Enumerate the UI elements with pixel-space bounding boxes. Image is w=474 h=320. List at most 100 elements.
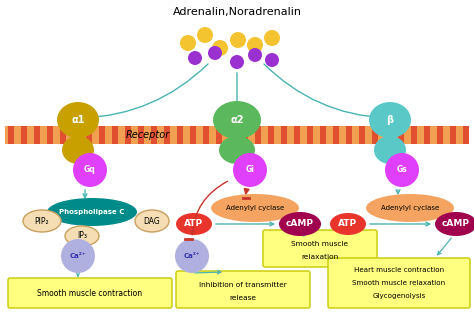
Ellipse shape (176, 213, 212, 235)
Bar (333, 126, 339, 144)
Bar (359, 126, 365, 144)
Bar (34, 126, 40, 144)
Circle shape (61, 239, 95, 273)
Bar (216, 126, 222, 144)
Bar (8, 126, 14, 144)
Circle shape (212, 40, 228, 56)
Circle shape (385, 153, 419, 187)
Circle shape (230, 55, 244, 69)
Ellipse shape (374, 136, 406, 164)
Text: release: release (229, 295, 256, 301)
Bar (398, 126, 404, 144)
Text: ATP: ATP (184, 220, 203, 228)
Text: Smooth muscle: Smooth muscle (292, 241, 348, 247)
Bar (164, 126, 170, 144)
Text: β: β (386, 115, 393, 125)
Bar (125, 126, 131, 144)
Ellipse shape (366, 194, 454, 222)
Text: ATP: ATP (338, 220, 357, 228)
Text: IP₃: IP₃ (77, 231, 87, 241)
Bar (203, 126, 209, 144)
Text: Adenylyl cyclase: Adenylyl cyclase (381, 205, 439, 211)
Text: α1: α1 (71, 115, 85, 125)
Text: Ca²⁺: Ca²⁺ (70, 253, 86, 259)
Bar (112, 126, 118, 144)
Text: Adenylyl cyclase: Adenylyl cyclase (226, 205, 284, 211)
Bar (424, 126, 430, 144)
Bar (242, 126, 248, 144)
Text: Gi: Gi (246, 165, 255, 174)
Text: α2: α2 (230, 115, 244, 125)
Text: Gs: Gs (397, 165, 407, 174)
FancyBboxPatch shape (263, 230, 377, 267)
Bar (281, 126, 287, 144)
Bar (346, 126, 352, 144)
Bar (73, 126, 79, 144)
FancyBboxPatch shape (8, 278, 172, 308)
Bar (255, 126, 261, 144)
Circle shape (230, 32, 246, 48)
Text: PIP₂: PIP₂ (35, 217, 49, 226)
Text: cAMP: cAMP (442, 220, 470, 228)
Ellipse shape (135, 210, 169, 232)
Text: Ca²⁺: Ca²⁺ (184, 253, 201, 259)
Bar (411, 126, 417, 144)
Bar (177, 126, 183, 144)
Text: Glycogenolysis: Glycogenolysis (373, 293, 426, 299)
Bar (190, 126, 196, 144)
Bar (99, 126, 105, 144)
Bar (138, 126, 144, 144)
Ellipse shape (279, 212, 321, 236)
Ellipse shape (213, 101, 261, 139)
Ellipse shape (65, 226, 99, 246)
Circle shape (264, 30, 280, 46)
Text: cAMP: cAMP (286, 220, 314, 228)
Circle shape (233, 153, 267, 187)
Text: Smooth muscle relaxation: Smooth muscle relaxation (353, 280, 446, 286)
Circle shape (197, 27, 213, 43)
Ellipse shape (219, 136, 255, 164)
Bar (437, 126, 443, 144)
Text: Gq: Gq (84, 165, 96, 174)
Circle shape (188, 51, 202, 65)
Text: Phospholipase C: Phospholipase C (59, 209, 125, 215)
Bar (463, 126, 469, 144)
Bar (151, 126, 157, 144)
Bar (372, 126, 378, 144)
Bar (21, 126, 27, 144)
Circle shape (247, 37, 263, 53)
Bar (268, 126, 274, 144)
Bar (385, 126, 391, 144)
Text: Heart muscle contraction: Heart muscle contraction (354, 267, 444, 273)
Bar (320, 126, 326, 144)
Circle shape (73, 153, 107, 187)
Circle shape (265, 53, 279, 67)
Ellipse shape (211, 194, 299, 222)
Bar (60, 126, 66, 144)
Bar (86, 126, 92, 144)
Ellipse shape (57, 102, 99, 138)
Circle shape (248, 48, 262, 62)
Ellipse shape (62, 136, 94, 164)
Text: Inhibition of transmitter: Inhibition of transmitter (199, 282, 287, 288)
Text: Receptor: Receptor (126, 130, 170, 140)
Circle shape (180, 35, 196, 51)
Ellipse shape (435, 212, 474, 236)
Ellipse shape (369, 102, 411, 138)
Ellipse shape (23, 210, 61, 232)
Circle shape (175, 239, 209, 273)
Text: relaxation: relaxation (301, 254, 338, 260)
FancyBboxPatch shape (176, 271, 310, 308)
Bar (307, 126, 313, 144)
Text: DAG: DAG (144, 217, 160, 226)
Bar (229, 126, 235, 144)
Ellipse shape (330, 213, 366, 235)
Ellipse shape (47, 198, 137, 226)
Text: Adrenalin,Noradrenalin: Adrenalin,Noradrenalin (173, 7, 301, 17)
Circle shape (208, 46, 222, 60)
Bar (47, 126, 53, 144)
Bar (5, 126, 469, 144)
FancyBboxPatch shape (328, 258, 470, 308)
Bar (294, 126, 300, 144)
Text: Smooth muscle contraction: Smooth muscle contraction (37, 289, 143, 298)
